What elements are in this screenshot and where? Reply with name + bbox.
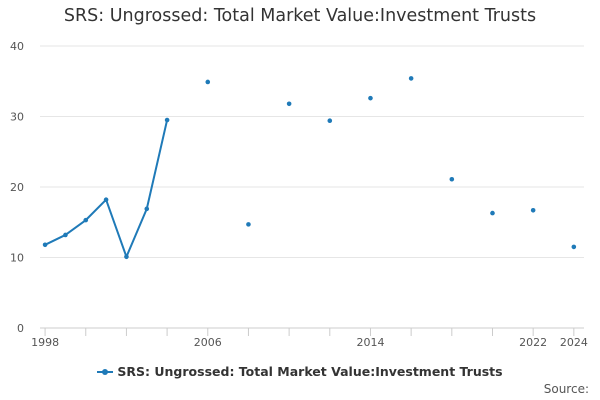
data-point (144, 206, 150, 212)
y-tick-label: 0 (17, 322, 24, 335)
data-point (327, 118, 333, 124)
y-tick-label: 30 (10, 111, 24, 124)
data-point (124, 254, 129, 260)
series-layer (42, 76, 577, 260)
legend-swatch (97, 368, 114, 375)
x-tick-label: 1998 (31, 336, 59, 349)
y-tick-label: 20 (10, 181, 24, 194)
data-point (368, 95, 373, 101)
x-tick-label: 2024 (560, 336, 588, 349)
data-point (63, 232, 68, 238)
x-axis (40, 327, 584, 336)
data-point (103, 197, 109, 202)
x-axis-labels: 1998 2006 2014 2022 2024 (31, 336, 588, 349)
data-point (286, 101, 292, 107)
data-point (83, 217, 89, 223)
data-point (490, 210, 495, 216)
legend[interactable]: SRS: Ungrossed: Total Market Value:Inves… (0, 364, 600, 379)
data-point (205, 79, 211, 85)
data-point (571, 244, 577, 250)
y-axis-labels: 0 10 20 30 40 (10, 40, 24, 335)
data-point (246, 222, 251, 227)
y-tick-label: 10 (10, 252, 24, 265)
gridlines (40, 45, 584, 258)
x-tick-label: 2014 (356, 336, 384, 349)
x-tick-label: 2022 (519, 336, 547, 349)
chart-title: SRS: Ungrossed: Total Market Value:Inves… (63, 6, 537, 26)
data-point (164, 117, 170, 123)
data-point (449, 176, 455, 182)
source-label: Source: (543, 382, 589, 396)
series-line (44, 119, 169, 258)
data-point (408, 76, 414, 81)
data-point (530, 207, 536, 213)
legend-label: SRS: Ungrossed: Total Market Value:Inves… (117, 364, 503, 379)
data-point (42, 242, 48, 248)
y-tick-label: 40 (10, 40, 24, 53)
x-tick-label: 2006 (194, 336, 222, 349)
